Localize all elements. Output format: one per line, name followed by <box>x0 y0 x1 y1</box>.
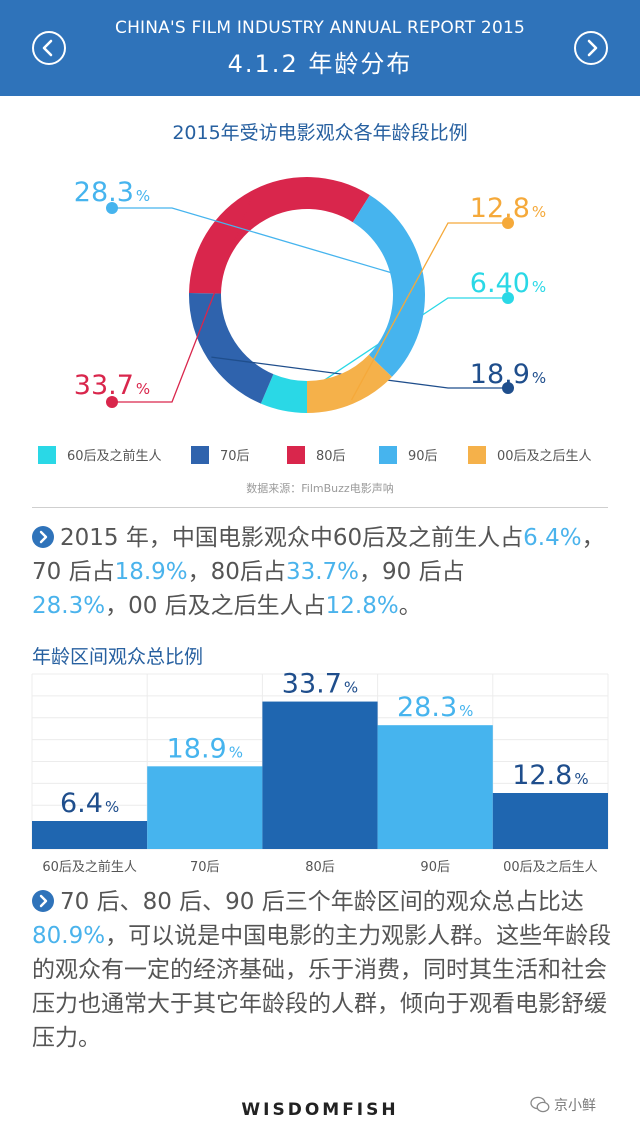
wechat-icon <box>530 1096 550 1113</box>
section-divider <box>32 507 608 508</box>
legend-label: 60后及之前生人 <box>67 449 162 464</box>
leader-line-2 <box>112 194 254 403</box>
para1-text: 。 <box>398 593 422 619</box>
leader-line-4 <box>351 222 508 401</box>
leader-dot-3 <box>106 202 118 214</box>
bar-2 <box>262 701 378 849</box>
watermark-text: 京小鲜 <box>554 1098 596 1114</box>
bar-value-label-3: 28.3% <box>397 692 473 723</box>
bar-4 <box>492 793 608 849</box>
next-page-button[interactable] <box>574 31 608 65</box>
report-title: CHINA'S FILM INDUSTRY ANNUAL REPORT 2015 <box>115 18 525 38</box>
donut-slice-3 <box>352 195 426 377</box>
bar-0 <box>32 821 148 849</box>
bar-category-label-4: 00后及之后生人 <box>503 860 598 875</box>
prev-page-button[interactable] <box>32 31 66 65</box>
legend-label: 00后及之后生人 <box>497 449 592 464</box>
para1-value: 12.8% <box>325 593 399 619</box>
para1-text: ，00 后及之后生人占 <box>105 593 326 619</box>
data-source-note: 数据来源：FilmBuzz电影声呐 <box>246 482 394 495</box>
donut-chart: 6.40 % 18.9 % 33.7 % 28.3% 12.8% <box>74 177 546 413</box>
bar-value-label-0: 6.4% <box>60 788 119 819</box>
legend-label: 90后 <box>408 449 438 464</box>
bar-1 <box>147 766 263 849</box>
leader-dot-2 <box>106 396 118 408</box>
bullet-arrow-icon <box>32 526 54 548</box>
donut-slice-0 <box>260 374 307 413</box>
legend-swatch <box>379 446 397 464</box>
para2-value: 80.9% <box>32 923 106 949</box>
summary-paragraph-1: 2015 年，中国电影观众中60后及之前生人占6.4%，70 后占18.9%，8… <box>32 521 612 623</box>
legend-swatch <box>191 446 209 464</box>
bar-value-label-4: 12.8% <box>512 760 588 791</box>
leader-dot-1 <box>502 382 514 394</box>
wechat-watermark: 京小鲜 <box>530 1095 596 1115</box>
para1-text: ，90 后占 <box>359 559 465 585</box>
donut-legend: 60后及之前生人 70后 80后 90后 00后及之后生人 <box>0 442 640 466</box>
chevron-right-icon <box>587 39 598 57</box>
bar-value-label-2: 33.7% <box>282 669 358 700</box>
donut-chart-title: 2015年受访电影观众各年龄段比例 <box>172 122 468 144</box>
donut-value-label-3: 28.3% <box>74 177 150 208</box>
bullet-arrow-icon <box>32 890 54 912</box>
para1-text: ，80后占 <box>187 559 286 585</box>
para1-value: 18.9% <box>114 559 188 585</box>
donut-value-label-0: 6.40% <box>470 268 546 299</box>
para1-value: 28.3% <box>32 593 106 619</box>
leader-line-1 <box>211 356 508 389</box>
donut-value-label-4: 12.8% <box>470 193 546 224</box>
para1-text: ，70 后占 <box>32 525 605 585</box>
para2-text: ，可以说是中国电影的主力观影人群。这些年龄段的观众有一定的经济基础，乐于消费，同… <box>32 923 612 1051</box>
section-title: 4.1.2 年龄分布 <box>227 50 413 78</box>
para1-value: 33.7% <box>285 559 360 585</box>
legend-swatch <box>38 446 56 464</box>
bar-category-label-0: 60后及之前生人 <box>42 859 137 875</box>
legend-label: 70后 <box>220 449 250 464</box>
leader-line-3 <box>112 207 421 282</box>
para2-text: 70 后、80 后、90 后三个年龄区间的观众总占比达 <box>60 889 584 915</box>
leader-dot-0 <box>502 292 514 304</box>
donut-slice-4 <box>307 354 392 413</box>
donut-slice-2 <box>189 177 370 294</box>
bar-category-label-2: 80后 <box>305 860 335 875</box>
chevron-left-icon <box>42 39 53 57</box>
donut-value-label-2: 33.7% <box>74 370 150 401</box>
bar-category-label-3: 90后 <box>420 860 450 875</box>
bar-chart-title: 年龄区间观众总比例 <box>32 646 204 668</box>
summary-paragraph-2: 70 后、80 后、90 后三个年龄区间的观众总占比达 80.9%，可以说是中国电… <box>32 885 612 1055</box>
bar-category-label-1: 70后 <box>190 860 220 875</box>
bar-3 <box>377 725 493 849</box>
legend-label: 80后 <box>316 449 346 464</box>
legend-swatch <box>287 446 305 464</box>
leader-line-0 <box>283 297 508 408</box>
legend-swatch <box>468 446 486 464</box>
leader-dot-4 <box>502 217 514 229</box>
para1-text: 2015 年，中国电影观众中60后及之前生人占 <box>60 525 524 551</box>
brand-logo: WISDOMFISH <box>241 1100 399 1120</box>
para1-value: 6.4% <box>523 525 582 551</box>
header-bar: CHINA'S FILM INDUSTRY ANNUAL REPORT 2015… <box>0 0 640 96</box>
donut-value-label-1: 18.9% <box>470 359 546 390</box>
donut-slice-1 <box>189 292 274 404</box>
bar-chart: 6.4 % 60后及之前生人 18.9 % 70后 33.7 % 80后 28.3 % 90后 12.8… <box>31 669 609 875</box>
bar-value-label-1: 18.9% <box>167 733 243 764</box>
